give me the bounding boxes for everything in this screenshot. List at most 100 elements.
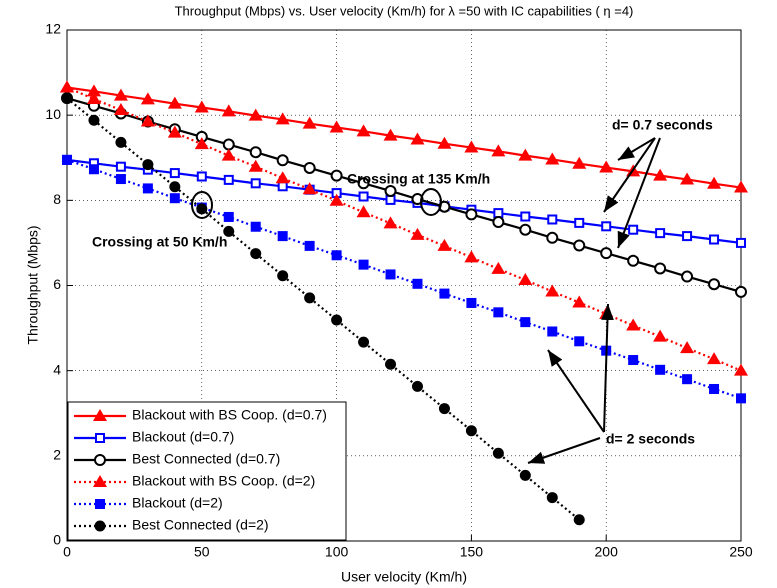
y-tick-label: 0: [53, 532, 61, 548]
marker: [736, 237, 746, 248]
marker: [573, 514, 585, 526]
chart-title: Throughput (Mbps) vs. User velocity (Km/…: [175, 3, 634, 18]
marker: [626, 318, 641, 331]
marker: [86, 91, 101, 104]
x-tick-label: 250: [729, 544, 753, 560]
marker: [331, 250, 342, 261]
marker: [545, 152, 560, 165]
annotation: d= 0.7 seconds: [612, 117, 713, 133]
marker: [572, 156, 587, 169]
marker: [411, 193, 424, 206]
marker: [466, 297, 477, 308]
marker: [518, 148, 533, 161]
marker: [519, 469, 531, 481]
marker: [464, 250, 479, 263]
marker: [331, 314, 343, 326]
marker: [275, 112, 290, 125]
marker: [437, 238, 452, 251]
marker: [547, 326, 558, 337]
marker: [115, 161, 126, 172]
arrow: [601, 303, 614, 433]
marker: [383, 128, 398, 141]
marker: [167, 96, 182, 109]
marker: [358, 191, 369, 202]
marker: [196, 171, 207, 182]
marker: [140, 114, 155, 127]
marker: [169, 181, 181, 193]
marker: [277, 181, 288, 192]
marker: [518, 272, 533, 285]
legend-label: Best Connected (d=0.7): [132, 451, 280, 467]
crossing-ring: [420, 188, 442, 216]
marker: [329, 120, 344, 133]
marker: [734, 180, 748, 193]
marker: [655, 228, 666, 239]
marker: [250, 178, 261, 189]
legend-label: Blackout (d=2): [132, 495, 223, 511]
marker: [410, 227, 425, 240]
marker: [736, 393, 746, 404]
marker: [115, 136, 127, 148]
marker: [573, 239, 586, 252]
marker: [465, 208, 478, 221]
y-tick-label: 4: [53, 361, 61, 377]
marker: [329, 193, 344, 206]
arrow: [547, 349, 605, 433]
annotation: Crossing at 50 Km/h: [92, 234, 227, 250]
marker: [465, 425, 477, 437]
marker: [655, 364, 666, 375]
marker: [357, 177, 370, 190]
marker: [223, 174, 234, 185]
marker: [358, 259, 369, 270]
marker: [572, 295, 587, 308]
marker: [196, 203, 208, 215]
marker: [545, 284, 560, 297]
x-tick-label: 100: [325, 544, 349, 560]
marker: [680, 341, 695, 354]
axis-box: [66, 29, 742, 542]
marker: [680, 172, 695, 185]
y-tick-label: 8: [53, 191, 61, 207]
marker: [654, 262, 667, 275]
marker: [709, 234, 720, 245]
series-line: [66, 97, 580, 521]
annotations: d= 0.7 seconds d= 2 seconds Crossing at …: [92, 117, 713, 464]
x-axis-label: User velocity (Km/h): [341, 569, 467, 585]
marker: [734, 363, 748, 376]
marker: [546, 231, 559, 244]
marker: [250, 248, 262, 260]
marker: [304, 240, 315, 251]
marker: [249, 146, 262, 159]
y-tick-label: 10: [45, 106, 61, 122]
marker: [140, 92, 155, 105]
x-tick-label: 200: [595, 544, 619, 560]
marker: [302, 182, 317, 195]
marker: [735, 285, 747, 298]
legend-label: Blackout (d=0.7): [132, 429, 234, 445]
legend-label: Blackout with BS Coop. (d=2): [132, 473, 315, 489]
crossing-ring: [191, 191, 213, 219]
marker: [599, 160, 614, 173]
x-tick-label: 50: [194, 544, 210, 560]
marker: [223, 211, 234, 222]
marker: [304, 292, 316, 304]
marker: [358, 336, 370, 348]
marker: [302, 116, 317, 129]
legend-marker: [95, 499, 105, 509]
marker: [275, 171, 290, 184]
y-tick-label: 12: [45, 21, 61, 37]
marker: [707, 352, 722, 365]
arrow: [527, 437, 601, 464]
marker: [383, 216, 398, 229]
marker: [493, 208, 504, 219]
marker: [223, 225, 235, 237]
marker: [385, 194, 396, 205]
marker: [169, 193, 180, 204]
marker: [194, 100, 209, 113]
marker: [384, 184, 397, 197]
marker: [115, 174, 126, 185]
marker: [277, 270, 289, 282]
marker: [439, 288, 450, 299]
marker: [194, 137, 209, 150]
